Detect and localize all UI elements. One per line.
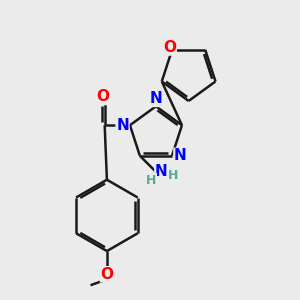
Text: N: N — [174, 148, 187, 163]
Text: N: N — [150, 92, 162, 106]
Text: O: O — [163, 40, 176, 55]
Text: H: H — [167, 169, 178, 182]
Text: N: N — [155, 164, 168, 179]
Text: O: O — [100, 267, 113, 282]
Text: N: N — [116, 118, 129, 133]
Text: H: H — [146, 174, 156, 187]
Text: O: O — [96, 89, 109, 104]
